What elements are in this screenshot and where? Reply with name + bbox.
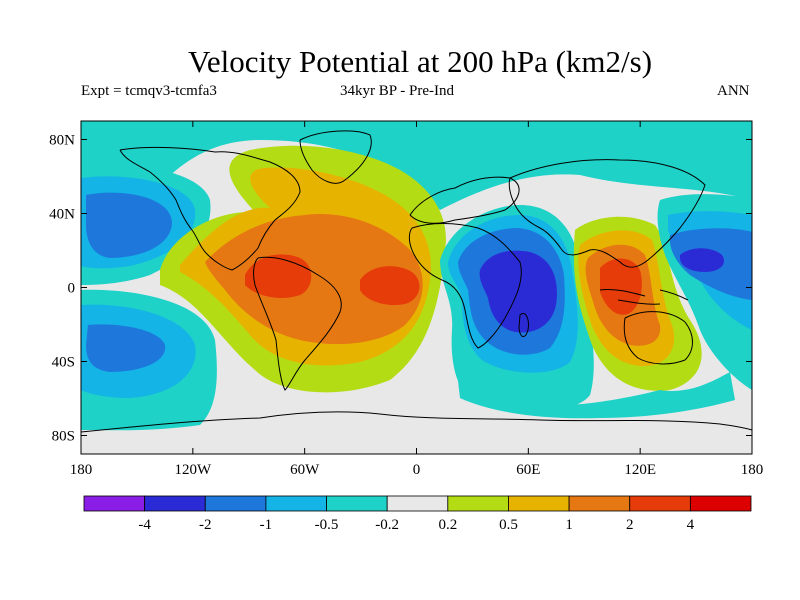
- latitude-axis: 80N 40N 0 40S 80S: [49, 133, 752, 445]
- coast-indonesia: [599, 289, 689, 305]
- lon-tick-label: 60W: [290, 462, 320, 478]
- coast-asia: [508, 159, 706, 268]
- contour-atlantic-red-west: [245, 254, 312, 299]
- colorbar-label: -0.5: [315, 517, 339, 533]
- coast-europe: [409, 176, 520, 224]
- colorbar-swatch: [629, 495, 691, 512]
- experiment-label: Expt = tcmqv3-tcmfa3: [81, 83, 217, 99]
- colorbar-swatch: [265, 495, 327, 512]
- colorbar: -4 -2 -1 -0.5 -0.2 0.2 0.5 1 2 4: [83, 495, 752, 533]
- colorbar-label: 0.2: [438, 517, 457, 533]
- lat-tick-label: 40N: [49, 207, 75, 223]
- lat-tick-label: 40S: [52, 355, 75, 371]
- coast-south-america: [253, 256, 342, 391]
- lon-tick-label: 120W: [174, 462, 212, 478]
- colorbar-label: -0.2: [375, 517, 399, 533]
- period-label: 34kyr BP - Pre-Ind: [340, 83, 455, 99]
- colorbar-swatch: [689, 495, 752, 512]
- colorbar-label: -2: [199, 517, 212, 533]
- contour-wpac-darkblue: [680, 248, 725, 272]
- lon-tick-label: 0: [413, 462, 421, 478]
- lon-tick-label: 60E: [516, 462, 540, 478]
- contour-spacific-blue: [86, 324, 166, 372]
- lat-tick-label: 0: [68, 281, 76, 297]
- contour-pacific-blue: [86, 192, 172, 258]
- colorbar-swatch: [326, 495, 388, 512]
- contour-atlantic-red-east: [360, 266, 420, 306]
- contour-arctic-cyan: [81, 121, 752, 210]
- colorbar-label: 4: [687, 517, 695, 533]
- colorbar-swatch: [508, 495, 570, 512]
- coast-africa: [408, 223, 522, 349]
- colorbar-swatch: [386, 495, 449, 512]
- longitude-axis: 180 120W 60W 0 60E 120E 180: [70, 121, 764, 478]
- lat-tick-label: 80N: [49, 133, 75, 149]
- lat-tick-label: 80S: [52, 429, 75, 445]
- colorbar-swatch: [144, 495, 206, 512]
- colorbar-swatch: [83, 495, 146, 512]
- colorbar-label: 0.5: [499, 517, 518, 533]
- contour-field: [81, 121, 752, 454]
- coastlines: [81, 130, 752, 433]
- coast-antarctica: [81, 411, 752, 433]
- lon-tick-label: 120E: [624, 462, 656, 478]
- colorbar-label: -4: [138, 517, 151, 533]
- coast-madagascar: [518, 313, 529, 337]
- coast-north-america: [119, 146, 301, 271]
- season-label: ANN: [717, 83, 750, 99]
- chart-title: Velocity Potential at 200 hPa (km2/s): [187, 44, 653, 79]
- colorbar-label: -1: [260, 517, 273, 533]
- lon-tick-label: 180: [70, 462, 93, 478]
- coast-greenland: [299, 130, 372, 184]
- colorbar-swatch: [568, 495, 631, 512]
- lon-tick-label: 180: [741, 462, 764, 478]
- colorbar-label: 2: [626, 517, 634, 533]
- colorbar-swatch: [204, 495, 267, 512]
- colorbar-swatch: [447, 495, 509, 512]
- coast-australia: [623, 311, 693, 365]
- contour-mc-red: [600, 258, 642, 315]
- colorbar-label: 1: [565, 517, 573, 533]
- contour-indian-darkblue: [479, 250, 557, 333]
- contour-atlantic-orange: [205, 214, 423, 345]
- contour-south-atl-cyan: [455, 355, 735, 419]
